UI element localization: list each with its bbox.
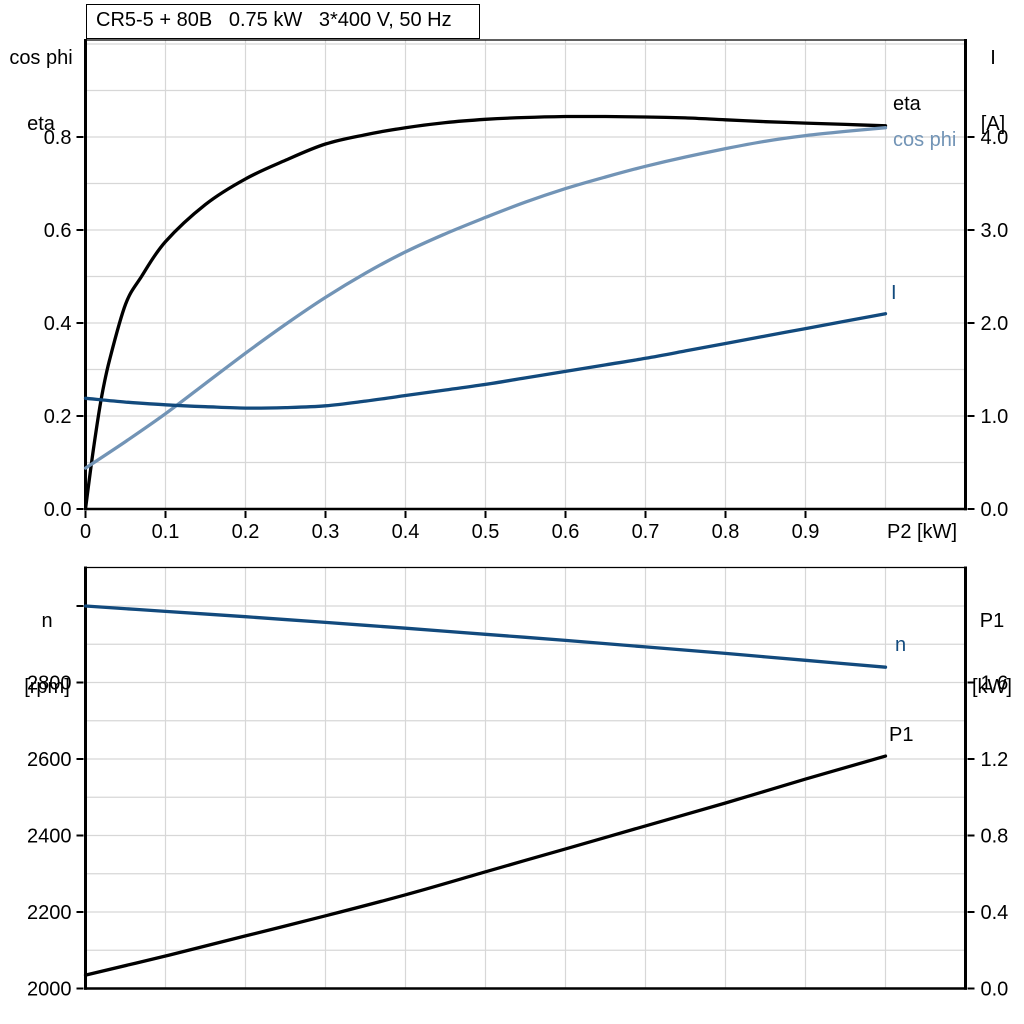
left-tick-label: 0.0	[44, 499, 72, 521]
right-tick-label: 1.0	[981, 406, 1009, 428]
plot-border	[84, 566, 967, 990]
x-tick-label: 0.9	[792, 521, 820, 543]
speed-curve-label: n	[895, 634, 907, 656]
right-tick-label: 1.2	[981, 749, 1009, 771]
right-tick-label: 0.0	[981, 499, 1009, 521]
tick-labels: 0.0 0.2 0.4 0.6 0.8 0.0 1.0 2.0 3.0 4.0 0 0.1 0.2 0.3…	[44, 127, 1009, 543]
power-unit-label: [kW]	[972, 676, 1012, 698]
power-axis-label: P1	[979, 610, 1005, 632]
x-tick-label: 0	[80, 521, 91, 543]
x-tick-label: 0.5	[472, 521, 500, 543]
cos-phi-axis-label: cos phi	[9, 47, 73, 69]
current-unit-label: [A]	[980, 113, 1006, 135]
right-tick-label: 2.0	[981, 313, 1009, 335]
top-right-axis-title: I [A]	[968, 3, 1018, 179]
left-tick-label: 0.6	[44, 220, 72, 242]
right-tick-label: 3.0	[981, 220, 1009, 242]
curve-cos-phi	[83, 126, 888, 470]
eta-axis-label: eta	[27, 113, 55, 135]
grid	[85, 40, 966, 509]
ticks	[76, 136, 975, 518]
bottom-left-axis-title: n [rpm]	[14, 566, 80, 742]
speed-unit-label: [rpm]	[24, 676, 70, 698]
curves	[83, 114, 888, 511]
chart-title-box: CR5-5 + 80B 0.75 kW 3*400 V, 50 Hz	[86, 4, 480, 39]
grid	[85, 567, 966, 989]
bottom-right-axis-title: P1 [kW]	[964, 566, 1020, 742]
left-tick-label: 2600	[27, 749, 72, 771]
x-tick-label: 0.3	[312, 521, 340, 543]
left-tick-label: 0.8	[44, 127, 72, 149]
curves	[83, 604, 888, 977]
curve-P1	[83, 754, 888, 977]
curve-I	[83, 312, 888, 410]
x-tick-label: 0.6	[552, 521, 580, 543]
left-tick-label: 0.2	[44, 406, 72, 428]
speed-axis-label: n	[41, 610, 53, 632]
left-tick-label: 2400	[27, 826, 72, 848]
curve-n	[83, 604, 888, 669]
right-tick-label: 0.0	[981, 979, 1009, 1001]
right-tick-label: 1.6	[981, 673, 1009, 695]
input-power-curve-label: P1	[889, 724, 914, 746]
right-tick-label: 0.8	[981, 826, 1009, 848]
ticks	[76, 605, 975, 990]
tick-labels: 2000 2200 2400 2600 2800 0.0 0.4 0.8 1.2 1.6	[27, 673, 1008, 1001]
x-tick-label: 0.4	[392, 521, 420, 543]
x-tick-label: 0.1	[152, 521, 180, 543]
right-tick-label: 0.4	[981, 902, 1009, 924]
chart-0: 0.0 0.2 0.4 0.6 0.8 0.0 1.0 2.0 3.0 4.0 0 0.1 0.2 0.3…	[44, 39, 1009, 543]
right-tick-label: 4.0	[981, 127, 1009, 149]
left-tick-label: 0.4	[44, 313, 72, 335]
left-tick-label: 2200	[27, 902, 72, 924]
top-left-axis-title: cos phi eta	[4, 3, 78, 179]
current-curve-label: I	[891, 282, 897, 304]
x-tick-label: 0.2	[232, 521, 260, 543]
left-tick-label: 2000	[27, 979, 72, 1001]
plot-border	[84, 39, 967, 511]
curve-eta	[83, 114, 888, 511]
left-tick-label: 2800	[27, 673, 72, 695]
eta-curve-label: eta	[893, 93, 921, 115]
x-tick-label: 0.7	[632, 521, 660, 543]
x-axis-unit-label: P2 [kW]	[887, 521, 957, 543]
cos-phi-curve-label: cos phi	[893, 129, 957, 151]
current-axis-label: I	[990, 47, 996, 69]
x-tick-label: 0.8	[712, 521, 740, 543]
chart-1: 2000 2200 2400 2600 2800 0.0 0.4 0.8 1.2 1.6	[27, 566, 1008, 1001]
